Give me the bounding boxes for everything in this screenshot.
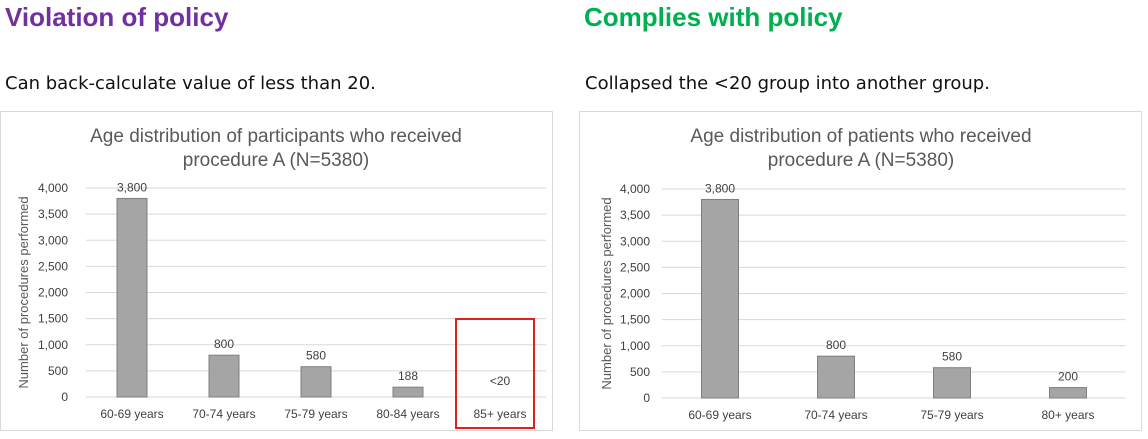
violation-bar	[116, 197, 148, 398]
compliance-data-label: 800	[826, 338, 846, 352]
compliance-y-tick-label: 0	[643, 391, 650, 405]
compliance-y-tick-label: 3,000	[620, 234, 650, 248]
compliance-chart-title-line-2: procedure A (N=5380)	[768, 150, 954, 171]
compliance-chart-panel: Age distribution of patients who receive…	[579, 111, 1142, 431]
violation-category-label: 75-79 years	[284, 407, 347, 421]
violation-category-label: 70-74 years	[192, 407, 255, 421]
violation-bar	[300, 366, 332, 398]
compliance-y-tick-label: 2,000	[620, 287, 650, 301]
violation-data-label: 188	[398, 369, 418, 383]
compliance-y-tick-label: 1,000	[620, 339, 650, 353]
compliance-heading: Complies with policy	[584, 2, 843, 32]
violation-y-tick-label: 3,000	[38, 233, 68, 247]
compliance-caption: Collapsed the <20 group into another gro…	[585, 73, 990, 94]
violation-category-label: 85+ years	[473, 407, 526, 421]
compliance-y-tick-label: 1,500	[620, 313, 650, 327]
violation-y-tick-label: 4,000	[38, 181, 68, 195]
violation-y-tick-label: 2,000	[38, 286, 68, 300]
violation-y-tick-label: 0	[61, 390, 68, 404]
violation-y-tick-label: 1,500	[38, 312, 68, 326]
violation-heading: Violation of policy	[5, 2, 229, 32]
compliance-bar	[1049, 387, 1087, 399]
violation-data-label: 580	[306, 349, 326, 363]
compliance-y-tick-label: 4,000	[620, 182, 650, 196]
violation-bar	[392, 386, 424, 398]
violation-chart-panel: Age distribution of participants who rec…	[0, 111, 553, 431]
violation-caption: Can back-calculate value of less than 20…	[5, 73, 376, 94]
compliance-category-label: 70-74 years	[804, 408, 867, 422]
compliance-chart-title-line-1: Age distribution of patients who receive…	[690, 126, 1031, 147]
compliance-bar	[817, 355, 855, 399]
compliance-data-label: 200	[1058, 370, 1078, 384]
compliance-data-label: 3,800	[705, 181, 735, 195]
compliance-y-tick-label: 500	[630, 365, 650, 379]
violation-y-tick-label: 3,500	[38, 207, 68, 221]
compliance-y-tick-label: 2,500	[620, 260, 650, 274]
violation-y-tick-label: 500	[48, 364, 68, 378]
violation-chart-title-line-2: procedure A (N=5380)	[183, 150, 369, 171]
violation-category-label: 60-69 years	[100, 407, 163, 421]
violation-data-label: <20	[490, 374, 511, 388]
violation-y-tick-label: 2,500	[38, 259, 68, 273]
compliance-y-axis-title: Number of procedures performed	[599, 197, 614, 389]
violation-bar	[208, 354, 240, 398]
compliance-category-label: 60-69 years	[688, 408, 751, 422]
violation-chart: Age distribution of participants who rec…	[16, 126, 546, 421]
compliance-chart: Age distribution of patients who receive…	[599, 126, 1126, 422]
violation-category-label: 80-84 years	[376, 407, 439, 421]
compliance-y-tick-label: 3,500	[620, 208, 650, 222]
violation-data-label: 800	[214, 337, 234, 351]
violation-y-axis-title: Number of procedures performed	[16, 196, 31, 388]
compliance-category-label: 80+ years	[1041, 408, 1094, 422]
violation-y-tick-label: 1,000	[38, 338, 68, 352]
compliance-bar	[933, 367, 971, 399]
violation-data-label: 3,800	[117, 180, 147, 194]
compliance-bar	[701, 198, 739, 399]
violation-chart-title-line-1: Age distribution of participants who rec…	[90, 126, 462, 147]
compliance-category-label: 75-79 years	[920, 408, 983, 422]
compliance-data-label: 580	[942, 350, 962, 364]
